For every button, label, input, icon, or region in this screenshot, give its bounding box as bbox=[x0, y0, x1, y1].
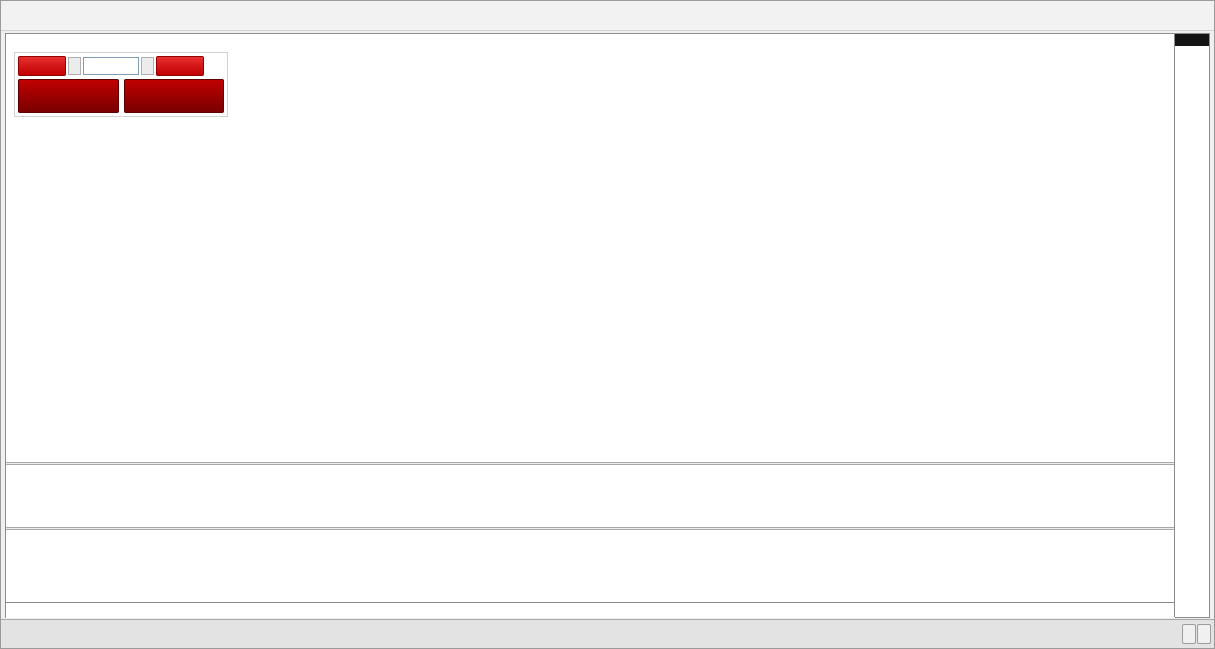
volume-input[interactable] bbox=[83, 57, 139, 75]
pane-splitter[interactable] bbox=[6, 462, 1209, 465]
volume-decrease-button[interactable] bbox=[68, 57, 81, 75]
volume-increase-button[interactable] bbox=[141, 57, 154, 75]
chart-tabs bbox=[1, 619, 1214, 648]
buy-button[interactable] bbox=[156, 56, 204, 76]
macd-canvas[interactable] bbox=[6, 530, 1174, 602]
buy-price-button[interactable] bbox=[123, 79, 224, 113]
time-axis[interactable] bbox=[6, 602, 1175, 618]
one-click-trading-panel bbox=[14, 52, 228, 117]
tabs-scroll-left-button[interactable] bbox=[1182, 624, 1196, 644]
timeframe-toolbar bbox=[1, 1, 1214, 31]
pane-splitter[interactable] bbox=[6, 527, 1209, 530]
chart-title bbox=[12, 37, 43, 49]
sell-price-button[interactable] bbox=[18, 79, 119, 113]
current-price-badge bbox=[1175, 34, 1209, 46]
price-axis[interactable] bbox=[1174, 34, 1209, 617]
rsi-canvas[interactable] bbox=[6, 465, 1174, 527]
tabs-scroll-right-button[interactable] bbox=[1197, 624, 1211, 644]
chart-area bbox=[5, 33, 1210, 618]
sell-button[interactable] bbox=[18, 56, 66, 76]
